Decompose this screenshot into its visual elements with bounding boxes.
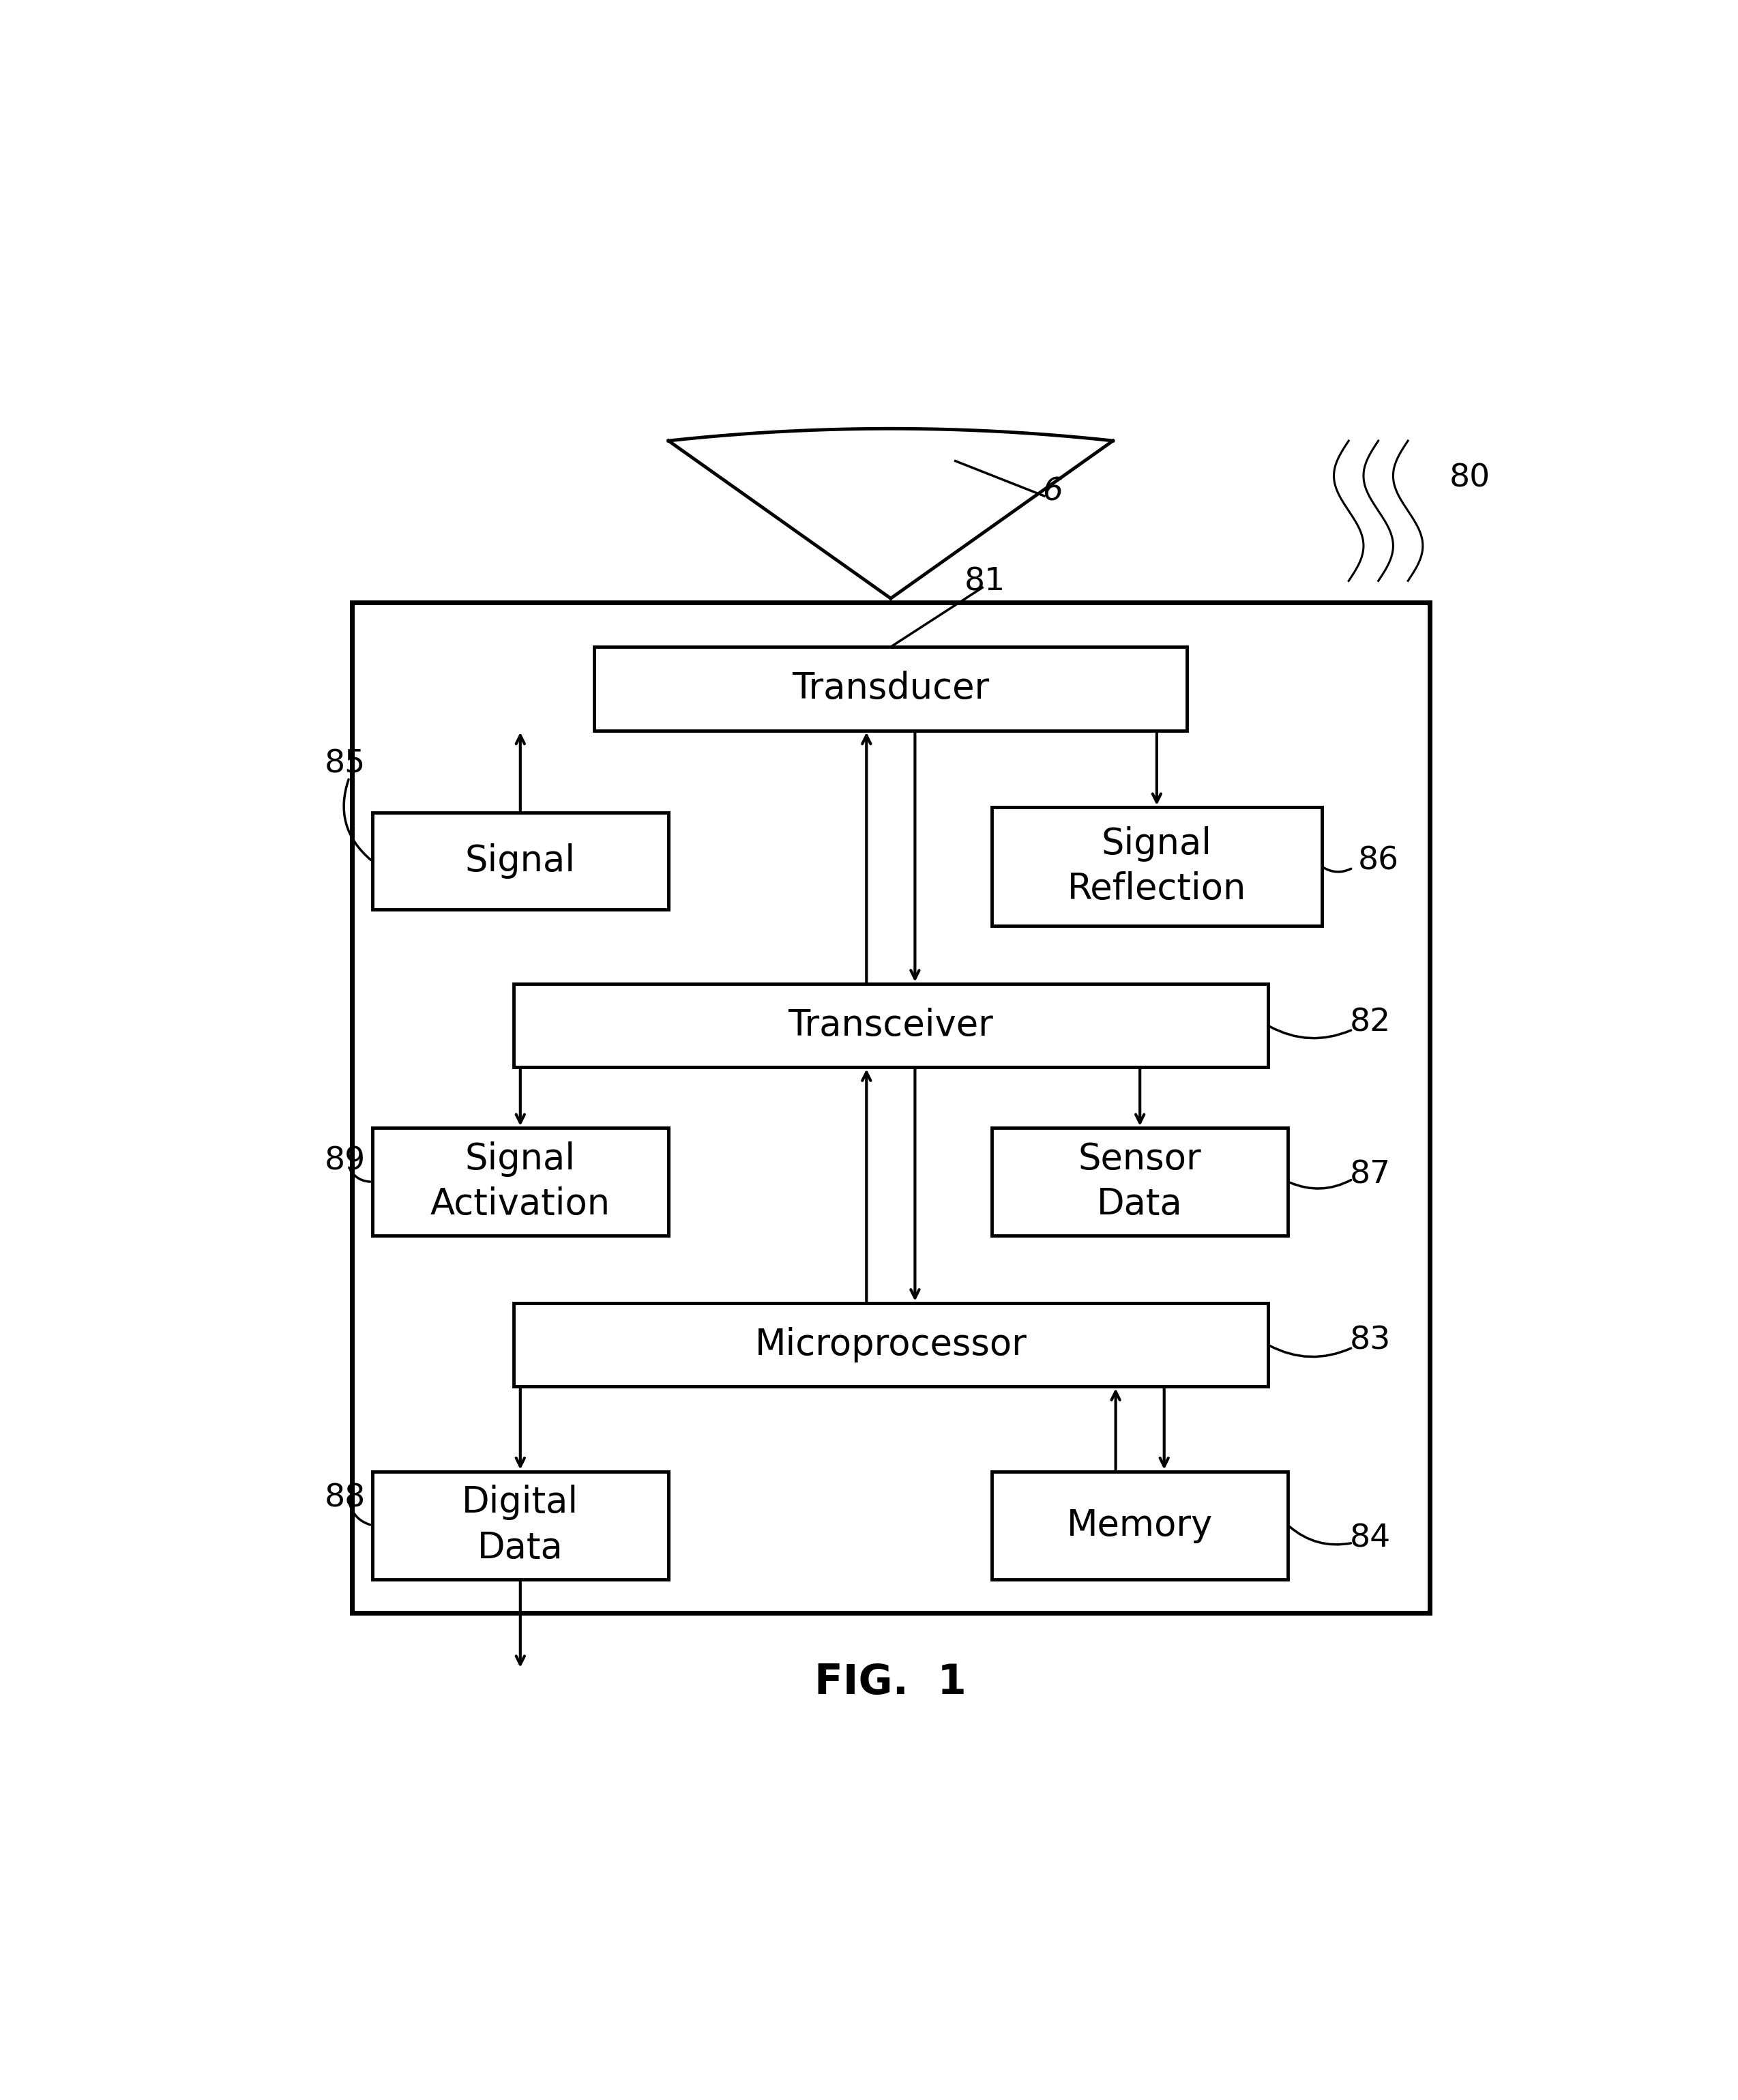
Text: Transducer: Transducer: [793, 670, 989, 706]
Text: Signal
Reflection: Signal Reflection: [1067, 825, 1246, 907]
Text: 89: 89: [325, 1147, 365, 1176]
Text: 82: 82: [1350, 1008, 1390, 1037]
Text: Microprocessor: Microprocessor: [754, 1327, 1027, 1363]
Bar: [992, 806, 1323, 926]
Text: FIG.  1: FIG. 1: [815, 1663, 966, 1703]
Bar: [372, 1128, 669, 1235]
Bar: [514, 983, 1269, 1067]
Text: 83: 83: [1350, 1325, 1390, 1357]
Bar: [372, 1472, 669, 1579]
Bar: [372, 813, 669, 909]
Bar: [992, 1472, 1288, 1579]
Bar: [992, 1128, 1288, 1235]
Text: 81: 81: [965, 567, 1006, 598]
Text: Sensor
Data: Sensor Data: [1078, 1142, 1201, 1222]
Text: 80: 80: [1449, 464, 1491, 494]
Bar: [351, 603, 1430, 1613]
Text: 84: 84: [1350, 1522, 1390, 1554]
Text: 85: 85: [325, 750, 365, 779]
Text: 86: 86: [1357, 846, 1399, 876]
Text: Digital
Data: Digital Data: [462, 1485, 579, 1567]
Text: 88: 88: [325, 1483, 365, 1514]
Bar: [514, 1302, 1269, 1386]
Text: 6: 6: [1043, 477, 1062, 508]
Text: Signal
Activation: Signal Activation: [431, 1142, 610, 1222]
Bar: [594, 647, 1187, 731]
Text: 87: 87: [1350, 1159, 1390, 1191]
Text: Signal: Signal: [466, 844, 575, 878]
Text: Transceiver: Transceiver: [787, 1008, 994, 1044]
Text: Memory: Memory: [1067, 1508, 1213, 1543]
